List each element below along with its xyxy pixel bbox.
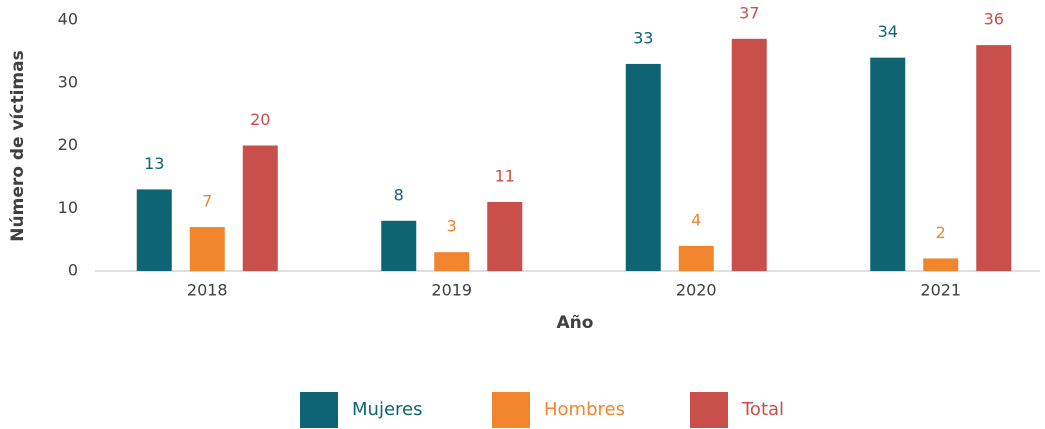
bar bbox=[136, 189, 172, 271]
y-tick-label: 30 bbox=[58, 72, 78, 91]
y-tick-label: 20 bbox=[58, 135, 78, 154]
bar bbox=[434, 252, 470, 271]
x-tick-label: 2020 bbox=[676, 281, 717, 300]
bar bbox=[487, 201, 523, 271]
bar bbox=[242, 145, 278, 271]
x-tick-label: 2018 bbox=[187, 281, 228, 300]
x-tick-label: 2019 bbox=[431, 281, 472, 300]
value-label: 34 bbox=[878, 22, 898, 41]
y-tick-label: 40 bbox=[58, 10, 78, 29]
y-tick-label: 0 bbox=[68, 261, 78, 280]
bar bbox=[731, 38, 767, 272]
y-axis-label: Número de víctimas bbox=[8, 50, 28, 241]
legend-label: Total bbox=[741, 399, 784, 420]
bar bbox=[678, 245, 714, 271]
value-label: 36 bbox=[984, 10, 1004, 29]
legend-swatch bbox=[300, 392, 338, 428]
legend-swatch bbox=[492, 392, 530, 428]
x-axis-label: Año bbox=[557, 313, 594, 333]
value-label: 4 bbox=[691, 210, 701, 229]
bar bbox=[870, 57, 906, 272]
value-label: 13 bbox=[144, 154, 164, 173]
value-label: 11 bbox=[495, 166, 515, 185]
legend-swatch bbox=[690, 392, 728, 428]
legend-label: Mujeres bbox=[352, 399, 422, 420]
legend-label: Hombres bbox=[544, 399, 625, 420]
bar bbox=[976, 45, 1012, 271]
value-label: 20 bbox=[250, 110, 270, 129]
value-label: 33 bbox=[633, 28, 653, 47]
x-tick-label: 2021 bbox=[920, 281, 961, 300]
bar bbox=[189, 227, 225, 271]
y-tick-label: 10 bbox=[58, 198, 78, 217]
value-label: 37 bbox=[739, 3, 759, 22]
value-label: 7 bbox=[202, 192, 212, 211]
value-label: 3 bbox=[447, 217, 457, 236]
value-label: 8 bbox=[394, 185, 404, 204]
bar bbox=[625, 63, 661, 271]
bar bbox=[381, 220, 417, 271]
value-label: 2 bbox=[936, 223, 946, 242]
bar bbox=[923, 258, 959, 271]
